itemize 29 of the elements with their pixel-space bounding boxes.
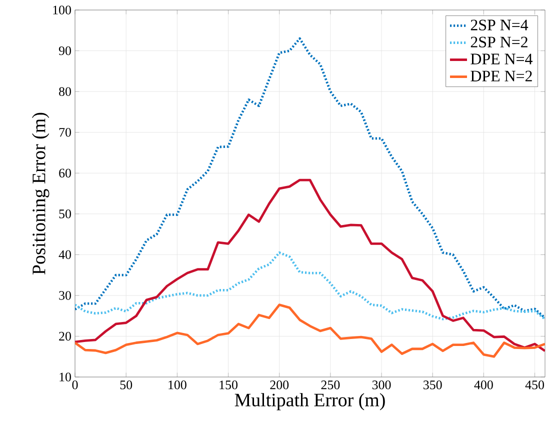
x-tick-label: 350: [424, 380, 442, 390]
x-tick-label: 250: [321, 380, 340, 390]
x-axis-title: Multipath Error (m): [234, 393, 385, 410]
x-tick-label: 200: [270, 380, 289, 390]
y-tick-label: 70: [59, 128, 71, 137]
y-tick-label: 100: [53, 6, 71, 14]
x-tick-label: 300: [372, 380, 391, 390]
x-tick-label: 150: [220, 380, 238, 390]
legend-label: DPE N=2: [470, 70, 532, 82]
y-tick-label: 30: [59, 291, 71, 300]
x-tick-label: 50: [120, 380, 132, 390]
y-tick-label: 90: [58, 46, 71, 56]
line-series: [75, 178, 546, 352]
legend-label: 2SP N=4: [470, 20, 528, 30]
y-tick-label: 10: [60, 372, 71, 382]
y-tick-label: 50: [59, 210, 71, 218]
x-tick-label: 0: [72, 380, 78, 390]
y-axis-title: Positioning Error (m): [32, 112, 50, 274]
legend-label: DPE N=4: [470, 54, 533, 64]
x-tick-label: 400: [474, 380, 493, 390]
y-tick-label: 60: [59, 168, 71, 178]
y-tick-label: 80: [59, 87, 71, 96]
line-series: [75, 37, 546, 320]
legend-label: 2SP N=2: [470, 36, 528, 48]
y-tick-label: 40: [58, 250, 71, 260]
x-tick-label: 450: [525, 380, 544, 390]
y-tick-label: 20: [59, 332, 71, 341]
x-tick-label: 100: [168, 380, 186, 390]
line-series: [75, 304, 546, 358]
